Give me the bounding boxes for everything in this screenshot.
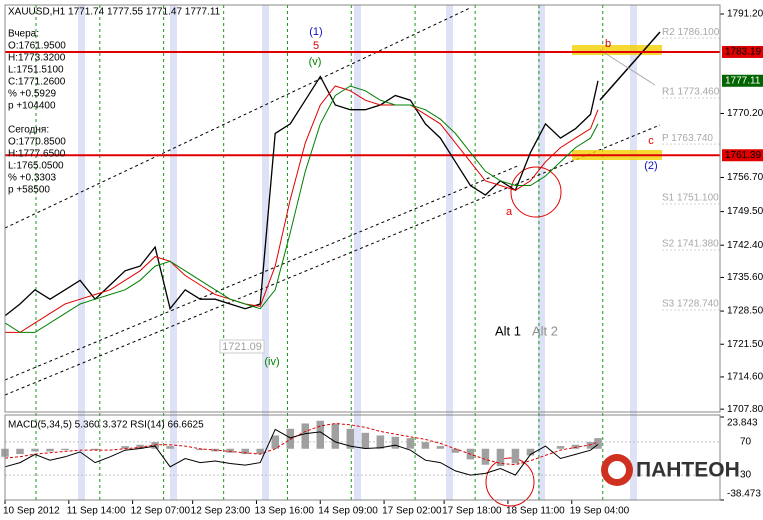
highlight-circle [485,457,535,507]
band [78,5,85,500]
y-tick-label: 1742.40 [727,240,763,251]
info-line: % +0.5929 [8,89,57,100]
y2-tick-label: 70 [740,437,752,448]
x-tick-label: 19 Sep 04:00 [570,506,630,517]
level-label: 1761.39 [725,150,762,161]
y2-tick-label: 30 [740,470,752,481]
level-label: 1783.19 [725,47,762,58]
band [630,5,637,500]
channel-upper [4,7,471,229]
channel-lower [4,124,661,396]
y-tick-label: 1791.20 [727,9,763,20]
band [170,5,177,500]
target-zone [572,45,662,55]
annotation: (2) [644,160,657,172]
pivot-label: P 1763.740 [662,133,713,144]
info-line: p +58500 [8,185,50,196]
info-line: H:1773.3200 [8,53,66,64]
moving-average [4,85,599,333]
info-line: % +0.3303 [8,173,57,184]
y-tick-label: 1714.60 [727,372,763,383]
info-line: L:1751.5100 [8,65,64,76]
x-tick-label: 14 Sep 09:00 [318,506,378,517]
annotation: (1) [309,26,322,38]
logo: ПАНТЕОН [601,454,740,486]
rsi-line [4,428,599,476]
y-tick-label: 1749.50 [727,206,763,217]
band [354,5,361,500]
annotation-box [219,339,265,354]
pivot-label: S2 1741.380 [662,239,719,250]
x-tick-label: 17 Sep 02:00 [382,506,442,517]
last-price-label: 1777.11 [725,75,761,86]
annotation: b [605,38,611,50]
projection-line-alt [599,49,656,86]
signal-line [4,422,599,466]
x-tick-label: 13 Sep 16:00 [254,506,314,517]
annotation: Alt 2 [532,323,558,338]
band [446,5,453,500]
annotation: 1721.09 [222,341,262,353]
highlight-circle [510,166,562,218]
info-line: O:1770.8500 [8,137,66,148]
session-bands [78,5,637,500]
pivot-label: R1 1773.460 [662,87,720,98]
annotation: c [648,135,654,147]
x-tick-label: 12 Sep 07:00 [131,506,191,517]
level-label-box [722,45,763,58]
annotation: a [506,206,513,218]
info-line: C:1771.2600 [8,77,66,88]
annotation: (iv) [264,356,279,368]
info-line: L:1765.0500 [8,161,64,172]
level-label-box [722,149,763,162]
annotation: 5 [313,40,319,52]
annotation: Alt 1 [495,323,521,338]
y-tick-label: 1707.80 [727,404,763,415]
main-panel-frame [4,4,721,413]
projection-line [599,31,661,101]
x-tick-label: 12 Sep 23:00 [191,506,251,517]
y-tick-label: 1756.70 [727,172,763,183]
price-line [4,75,599,317]
x-tick-label: 10 Sep 2012 [3,506,60,517]
pivot-label: R2 1786.100 [662,27,720,38]
y-tick-label: 1721.50 [727,339,763,350]
moving-average [5,85,599,333]
indicator-panel-frame [4,414,721,501]
logo-icon-inner [608,461,626,479]
y-tick-label: 1770.20 [727,108,763,119]
chart-title: XAUUSD,H1 1771.74 1777.55 1771.47 1777.1… [8,7,221,18]
info-line: O:1761.9500 [8,41,66,52]
info-line: Вчера: [8,29,39,40]
pivot-label: S3 1728.740 [662,299,719,310]
y-tick-label: 1735.60 [727,272,763,283]
annotation: (v) [309,56,322,68]
y-tick-label: -38.473 [727,489,761,500]
info-line: Сегодня: [8,125,49,136]
band [262,5,269,500]
indicator-title: MACD(5,34,5) 5.360 3.372 RSI(14) 66.6625 [8,420,204,431]
y-tick-label: 23.843 [727,418,758,429]
band [538,5,545,500]
x-tick-label: 11 Sep 14:00 [67,506,126,517]
logo-text: ПАНТЕОН [636,459,740,482]
x-tick-label: 17 Sep 18:00 [442,506,502,517]
pivot-label: S1 1751.100 [662,193,719,204]
y-tick-label: 1728.50 [727,306,763,317]
info-line: H:1777.6500 [8,149,66,160]
x-tick-label: 18 Sep 11:00 [506,506,565,517]
info-line: p +104400 [8,101,56,112]
last-price-box [722,74,763,87]
